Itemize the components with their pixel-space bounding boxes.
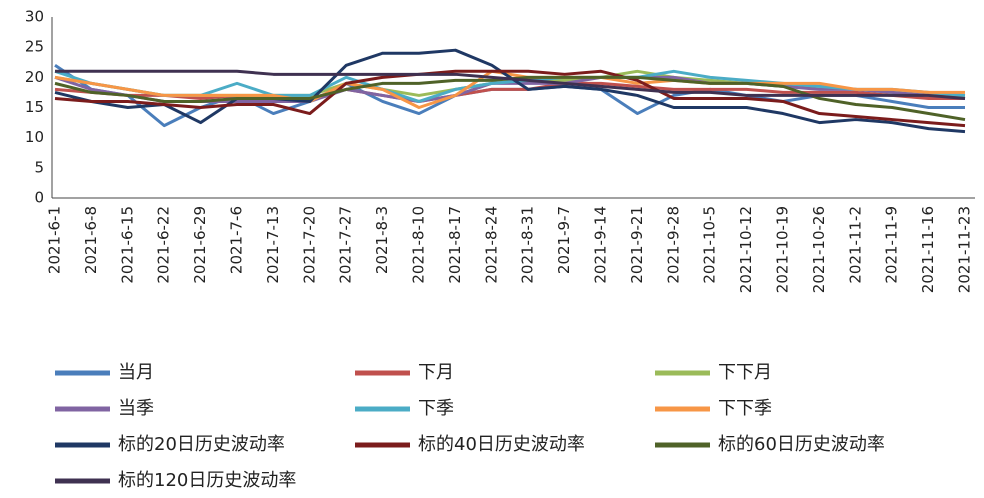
x-tick-label: 2021-9-28 [664, 206, 682, 284]
legend-label: 标的120日历史波动率 [118, 470, 296, 491]
x-tick-label: 2021-9-7 [555, 206, 573, 274]
x-tick-label: 2021-7-27 [337, 206, 355, 284]
x-tick-label: 2021-8-17 [446, 206, 464, 284]
x-tick-label: 2021-6-8 [82, 206, 100, 274]
series-line [54, 69, 965, 109]
x-tick-label: 2021-10-19 [774, 206, 792, 293]
y-tick-label: 15 [25, 98, 44, 116]
legend-label: 下下季 [718, 398, 772, 419]
x-tick-label: 2021-8-3 [373, 206, 391, 274]
x-tick-label: 2021-7-20 [300, 206, 318, 284]
x-tick-label: 2021-8-24 [482, 206, 500, 284]
y-tick-label: 10 [25, 128, 44, 146]
x-tick-label: 2021-6-29 [191, 206, 209, 284]
x-tick-label: 2021-9-14 [592, 206, 610, 284]
series-line [54, 48, 966, 134]
legend-label: 当月 [118, 362, 154, 383]
legend-label: 标的20日历史波动率 [118, 434, 285, 455]
x-tick-label: 2021-10-12 [737, 206, 755, 293]
series-line [54, 81, 965, 103]
legend-label: 下季 [418, 398, 454, 419]
y-tick-label: 20 [25, 68, 44, 86]
x-tick-label: 2021-11-16 [919, 206, 937, 293]
x-tick-label: 2021-7-6 [228, 206, 246, 274]
x-tick-label: 2021-8-31 [519, 206, 537, 284]
legend-label: 下下月 [718, 362, 772, 383]
legend-label: 标的40日历史波动率 [418, 434, 585, 455]
x-tick-label: 2021-6-1 [46, 206, 64, 274]
x-tick-label: 2021-11-9 [883, 206, 901, 284]
x-tick-label: 2021-6-15 [118, 206, 136, 284]
y-tick-label: 25 [25, 38, 44, 56]
series-line [54, 69, 966, 103]
x-tick-label: 2021-7-13 [264, 206, 282, 284]
x-tick-label: 2021-10-26 [810, 206, 828, 293]
series-line [55, 69, 966, 100]
x-tick-label: 2021-6-22 [155, 206, 173, 284]
legend-label: 当季 [118, 398, 154, 419]
legend-label: 标的60日历史波动率 [718, 434, 885, 455]
x-tick-label: 2021-8-10 [410, 206, 428, 284]
legend-label: 下月 [418, 362, 454, 383]
y-tick-label: 0 [34, 189, 44, 207]
series-line [54, 69, 966, 128]
y-tick-label: 30 [25, 8, 44, 26]
x-tick-label: 2021-11-2 [846, 206, 864, 284]
x-tick-label: 2021-11-23 [956, 206, 974, 293]
x-tick-label: 2021-9-21 [628, 206, 646, 284]
x-tick-label: 2021-10-5 [701, 206, 719, 284]
y-tick-label: 5 [34, 158, 44, 176]
